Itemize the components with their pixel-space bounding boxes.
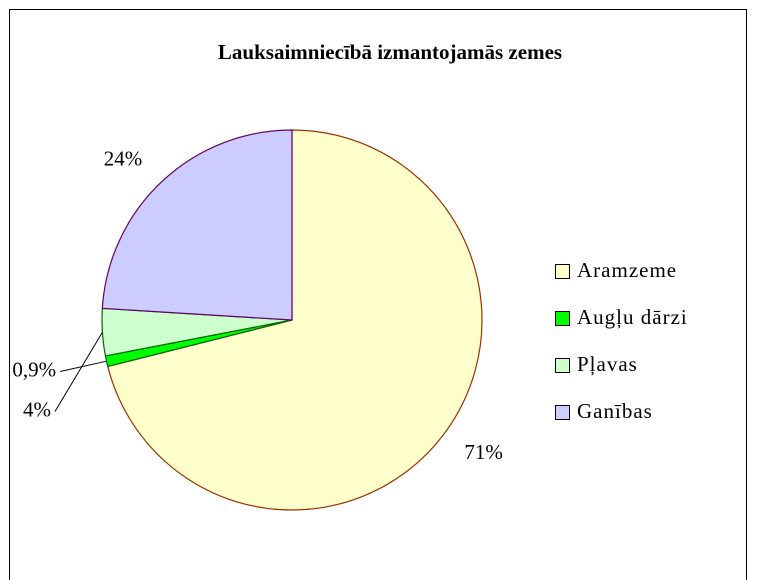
legend-label: Pļavas xyxy=(577,352,638,376)
data-label: 71% xyxy=(464,440,503,464)
legend-swatch xyxy=(555,264,570,279)
pie-slice xyxy=(101,129,293,321)
legend-swatch xyxy=(555,405,570,420)
data-label: 0,9% xyxy=(12,357,56,381)
legend-label: Aramzeme xyxy=(577,258,677,282)
leader-line xyxy=(54,331,103,412)
legend-label: Ganības xyxy=(577,399,653,423)
legend-swatch xyxy=(555,311,570,326)
data-label: 24% xyxy=(104,147,143,171)
pie-slice xyxy=(107,129,483,511)
legend-swatch xyxy=(555,358,570,373)
data-label: 4% xyxy=(23,397,51,421)
chart-title: Lauksaimniecībā izmantojamās zemes xyxy=(218,40,562,64)
legend-label: Augļu dārzi xyxy=(577,305,688,329)
leader-line xyxy=(60,360,107,372)
